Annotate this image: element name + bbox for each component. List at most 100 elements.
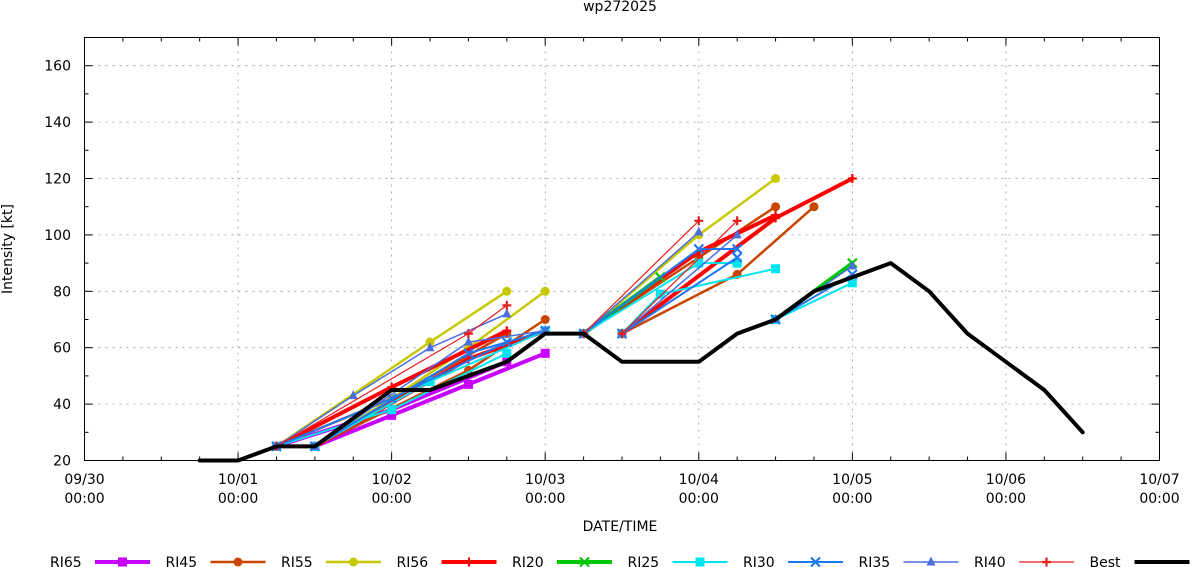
legend-item-ri20: RI20 <box>512 555 612 567</box>
legend: RI65 RI45 RI55 RI56 RI20 RI25 RI30 RI35 RI40 Best <box>50 555 1190 567</box>
data-point-ri30 <box>693 243 705 255</box>
y-tick-label: 40 <box>53 397 71 413</box>
series-best <box>197 261 1085 463</box>
data-point-ri25 <box>732 258 742 268</box>
legend-item-ri55: RI55 <box>281 555 381 567</box>
data-series <box>197 174 1085 463</box>
legend-item-ri45: RI45 <box>166 555 266 567</box>
y-tick-label: 60 <box>53 341 71 357</box>
series-line-ri35 <box>621 234 738 335</box>
data-point-ri30 <box>731 243 743 255</box>
data-point-ri25 <box>387 405 397 415</box>
legend-label-ri56: RI56 <box>397 555 429 567</box>
y-tick-label: 80 <box>53 284 71 300</box>
data-point-ri65 <box>463 379 473 389</box>
data-point-ri40 <box>694 216 704 226</box>
data-point-ri56 <box>771 210 781 220</box>
data-point-ri25 <box>425 377 435 387</box>
x-tick-time: 00:00 <box>64 491 104 507</box>
y-tick-label: 20 <box>53 454 71 470</box>
legend-marker-ri55 <box>349 557 358 567</box>
data-point-ri25 <box>694 258 704 268</box>
data-point-ri35 <box>847 260 857 270</box>
data-point-ri55 <box>771 174 781 183</box>
x-tick-date: 10/01 <box>218 472 258 488</box>
legend-label-best: Best <box>1090 555 1122 567</box>
legend-label-ri40: RI40 <box>974 555 1006 567</box>
y-tick-label: 140 <box>44 115 71 131</box>
x-tick-time: 00:00 <box>1139 491 1179 507</box>
data-point-ri35 <box>694 226 704 236</box>
series-line-ri30 <box>621 256 739 335</box>
legend-marker-ri65 <box>118 557 127 567</box>
data-point-ri65 <box>387 410 397 420</box>
legend-marker-ri30 <box>810 556 821 567</box>
x-tick-time: 00:00 <box>525 491 565 507</box>
y-tick-label: 160 <box>44 59 71 75</box>
series-line-ri40 <box>621 220 738 335</box>
series-line-ri65 <box>312 351 548 449</box>
x-tick-time: 00:00 <box>218 491 258 507</box>
data-point-ri56 <box>502 326 512 336</box>
data-point-ri45 <box>809 202 819 212</box>
x-tick-date: 10/06 <box>986 472 1026 488</box>
legend-item-ri35: RI35 <box>859 555 959 567</box>
data-point-ri40 <box>463 329 473 339</box>
y-tick-label: 100 <box>44 228 71 244</box>
legend-item-ri65: RI65 <box>50 555 150 567</box>
data-point-ri35 <box>463 336 473 346</box>
legend-label-ri20: RI20 <box>512 555 544 567</box>
x-tick-date: 10/04 <box>679 472 719 488</box>
data-point-ri25 <box>655 289 665 299</box>
legend-marker-ri35 <box>926 556 936 566</box>
series-line-best <box>197 261 1085 463</box>
x-tick-date: 10/07 <box>1139 472 1179 488</box>
x-tick-time: 00:00 <box>832 491 872 507</box>
data-point-ri25 <box>771 264 781 274</box>
data-point-ri25 <box>847 278 857 288</box>
legend-item-ri56: RI56 <box>397 555 497 567</box>
series-line-ri25 <box>774 281 854 321</box>
x-tick-time: 00:00 <box>679 491 719 507</box>
data-point-ri35 <box>732 229 742 239</box>
x-tick-date: 10/02 <box>371 472 411 488</box>
data-point-ri25 <box>502 348 512 358</box>
legend-item-ri40: RI40 <box>974 555 1074 567</box>
legend-label-ri35: RI35 <box>859 555 891 567</box>
legend-label-ri55: RI55 <box>281 555 313 567</box>
legend-label-ri45: RI45 <box>166 555 198 567</box>
legend-marker-ri40 <box>1042 557 1051 567</box>
y-tick-label: 120 <box>44 172 71 188</box>
data-point-ri40 <box>502 300 512 310</box>
x-tick-date: 10/03 <box>525 472 565 488</box>
chart-title: wp272025 <box>583 0 657 15</box>
series-line-ri40 <box>582 220 700 335</box>
data-point-ri35 <box>425 342 435 352</box>
x-tick-date: 09/30 <box>64 472 104 488</box>
axis-ticks: 20 40 60 80 100 120 140 160 09/30 00:00 10/01 00:00… <box>44 37 1180 507</box>
legend-marker-ri56 <box>464 557 474 567</box>
data-point-ri45 <box>540 315 550 324</box>
data-point-ri65 <box>540 348 550 358</box>
x-tick-time: 00:00 <box>371 491 411 507</box>
data-point-ri45 <box>771 202 781 212</box>
plot-frame <box>84 37 1160 461</box>
legend-marker-ri25 <box>695 557 705 567</box>
x-tick-time: 00:00 <box>986 491 1026 507</box>
legend-item-ri25: RI25 <box>628 555 728 567</box>
data-point-ri55 <box>425 337 435 347</box>
data-point-ri40 <box>732 216 742 226</box>
legend-label-ri30: RI30 <box>743 555 775 567</box>
series-line-ri35 <box>582 231 700 335</box>
legend-item-best: Best <box>1090 555 1190 567</box>
legend-item-ri30: RI30 <box>743 555 843 567</box>
data-point-ri40 <box>617 329 627 339</box>
data-point-ri30 <box>463 348 474 359</box>
legend-label-ri25: RI25 <box>628 555 660 567</box>
data-point-ri30 <box>731 252 743 263</box>
data-point-ri35 <box>502 308 512 318</box>
x-axis-label: DATE/TIME <box>583 519 658 535</box>
legend-marker-ri45 <box>233 557 243 567</box>
